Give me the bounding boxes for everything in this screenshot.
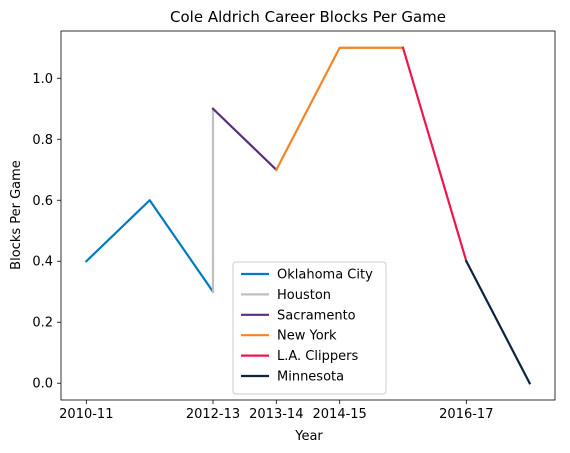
series-line-sacramento (211, 107, 278, 172)
legend-label-minnesota: Minnesota (277, 370, 344, 385)
y-tick-label: 0.6 (32, 194, 53, 209)
legend-label-houston: Houston (277, 288, 331, 303)
legend-box (232, 261, 387, 395)
y-axis-label: Blocks Per Game (9, 160, 24, 270)
chart-title: Cole Aldrich Career Blocks Per Game (170, 8, 446, 26)
legend-label-new-york: New York (277, 329, 337, 344)
x-axis-ticks: 2010-11 2012-13 2013-14 2014-15 2016-17 (59, 400, 493, 422)
series-line-oklahoma-city (84, 199, 215, 294)
y-tick-label: 0.0 (32, 377, 53, 392)
series-lines (84, 46, 532, 385)
series-line-l-a-clippers (401, 46, 468, 263)
plot-frame (60, 30, 556, 401)
x-tick-label: 2014-15 (313, 407, 367, 422)
x-tick-label: 2012-13 (186, 407, 240, 422)
y-tick-label: 1.0 (32, 72, 53, 87)
y-tick-label: 0.4 (32, 255, 53, 270)
legend-label-oklahoma-city: Oklahoma City (277, 268, 373, 283)
y-axis-ticks: 0.0 0.2 0.4 0.6 0.8 1.0 (32, 72, 61, 392)
y-tick-label: 0.8 (32, 133, 53, 148)
x-tick-label: 2013-14 (249, 407, 303, 422)
series-line-new-york (274, 46, 405, 172)
legend: Oklahoma City Houston Sacramento New York L.… (232, 261, 387, 395)
series-line-minnesota (464, 259, 532, 385)
legend-label-l-a-clippers: L.A. Clippers (277, 349, 358, 364)
x-tick-label: 2016-17 (439, 407, 493, 422)
plot-area: 2010-11 2012-13 2013-14 2014-15 2016-17 0.00… (32, 30, 556, 422)
legend-label-sacramento: Sacramento (277, 308, 356, 323)
legend-items: Oklahoma City Houston Sacramento New York L.… (241, 268, 373, 385)
y-tick-label: 0.2 (32, 316, 53, 331)
x-tick-label: 2010-11 (59, 407, 113, 422)
x-axis-label: Year (294, 429, 323, 444)
